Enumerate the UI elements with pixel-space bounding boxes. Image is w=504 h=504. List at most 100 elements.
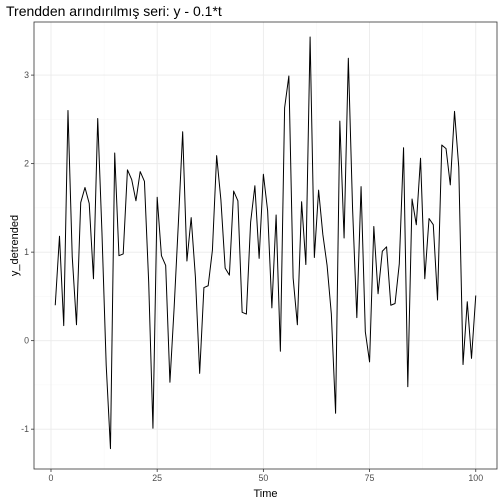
data-point xyxy=(377,292,380,295)
data-point xyxy=(126,168,129,171)
data-point xyxy=(415,223,418,226)
y-tick-label: 1 xyxy=(24,247,29,257)
data-point xyxy=(113,152,116,155)
data-point xyxy=(355,316,358,319)
data-point xyxy=(177,221,180,224)
data-point xyxy=(334,412,337,415)
data-point xyxy=(321,233,324,236)
data-point xyxy=(372,225,375,228)
data-point xyxy=(92,277,95,280)
data-point xyxy=(211,249,214,252)
y-tick-label: 0 xyxy=(24,336,29,346)
data-point xyxy=(432,223,435,226)
x-tick-label: 0 xyxy=(49,473,54,483)
data-point xyxy=(160,254,163,257)
data-point xyxy=(241,311,244,314)
data-point xyxy=(402,146,405,149)
data-point xyxy=(224,267,227,270)
data-point xyxy=(406,385,409,388)
chart-title: Trendden arındırılmış seri: y - 0.1*t xyxy=(6,3,222,19)
x-tick-label: 100 xyxy=(468,473,483,483)
data-point xyxy=(105,364,108,367)
data-point xyxy=(169,381,172,384)
data-point xyxy=(96,117,99,120)
data-point xyxy=(292,276,295,279)
data-point xyxy=(470,357,473,360)
data-point xyxy=(62,324,65,327)
y-tick-label: -1 xyxy=(21,424,29,434)
data-point xyxy=(75,323,78,326)
data-point xyxy=(198,372,201,375)
data-point xyxy=(219,199,222,202)
data-point xyxy=(109,447,112,450)
data-point xyxy=(266,209,269,212)
data-point xyxy=(54,304,57,307)
data-point xyxy=(207,284,210,287)
y-tick-label: 3 xyxy=(24,70,29,80)
data-point xyxy=(275,214,278,217)
data-point xyxy=(245,313,248,316)
data-point xyxy=(84,186,87,189)
data-point xyxy=(79,201,82,204)
data-point xyxy=(428,217,431,220)
data-point xyxy=(474,294,477,297)
data-point xyxy=(270,307,273,310)
data-point xyxy=(88,202,91,205)
y-tick-label: 2 xyxy=(24,159,29,169)
data-point xyxy=(385,245,388,248)
data-point xyxy=(249,221,252,224)
data-point xyxy=(228,274,231,277)
data-point xyxy=(419,157,422,160)
data-point xyxy=(296,323,299,326)
data-point xyxy=(317,189,320,192)
data-point xyxy=(279,350,282,353)
data-point xyxy=(368,360,371,363)
data-point xyxy=(181,130,184,133)
data-point xyxy=(156,196,159,199)
data-point xyxy=(351,207,354,210)
data-point xyxy=(453,110,456,113)
data-point xyxy=(394,302,397,305)
data-point xyxy=(232,190,235,193)
data-point xyxy=(338,120,341,123)
data-point xyxy=(194,276,197,279)
data-point xyxy=(135,199,138,202)
data-point xyxy=(152,427,155,430)
x-tick-label: 25 xyxy=(152,473,162,483)
data-point xyxy=(300,200,303,203)
data-point xyxy=(143,180,146,183)
data-point xyxy=(423,277,426,280)
data-point xyxy=(287,75,290,78)
data-point xyxy=(445,147,448,150)
data-point xyxy=(389,304,392,307)
data-point xyxy=(58,235,61,238)
data-point xyxy=(449,183,452,186)
data-point xyxy=(330,313,333,316)
data-point xyxy=(457,166,460,169)
data-point xyxy=(462,363,465,366)
data-point xyxy=(309,36,312,39)
data-point xyxy=(360,185,363,188)
data-point xyxy=(440,144,443,147)
data-point xyxy=(130,178,133,181)
x-axis-title: Time xyxy=(253,488,277,500)
x-tick-label: 75 xyxy=(365,473,375,483)
data-point xyxy=(398,262,401,265)
y-axis: -1 0 1 2 3 xyxy=(21,70,34,434)
data-point xyxy=(436,299,439,302)
data-point xyxy=(139,170,142,173)
data-point xyxy=(304,263,307,266)
data-point xyxy=(186,260,189,263)
data-point xyxy=(71,255,74,258)
data-point xyxy=(364,330,367,333)
data-point xyxy=(411,198,414,201)
data-point xyxy=(262,173,265,176)
data-point xyxy=(343,237,346,240)
x-axis: 0 25 50 75 100 xyxy=(49,469,484,483)
data-point xyxy=(381,250,384,253)
data-point xyxy=(122,253,125,256)
x-tick-label: 50 xyxy=(258,473,268,483)
data-point xyxy=(253,184,256,187)
data-point xyxy=(101,231,104,234)
